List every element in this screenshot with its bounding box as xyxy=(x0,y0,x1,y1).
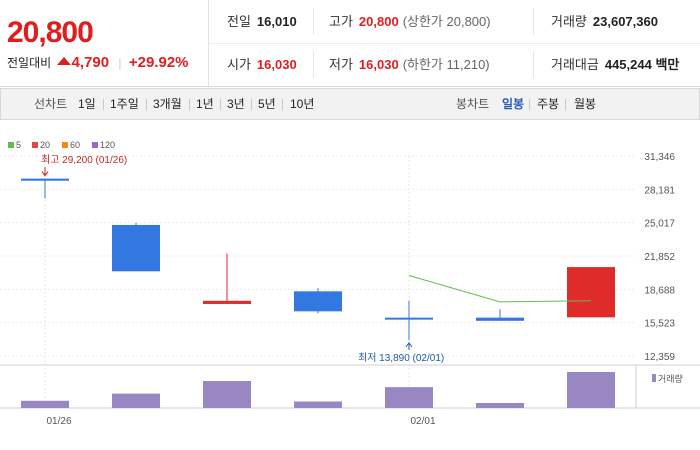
prev-value: 16,010 xyxy=(256,14,297,29)
candle-body xyxy=(21,178,69,181)
period-1d[interactable]: 1일 xyxy=(78,97,96,111)
legend-label: 20 xyxy=(40,140,50,150)
candle-body xyxy=(385,317,433,320)
stats-panel: 전일 16,010 고가 20,800 (상한가 20,800) 거래량 23,607,… xyxy=(209,0,700,86)
change-label: 전일대비 xyxy=(7,56,52,70)
low-price: 저가 16,030 (하한가 11,210) xyxy=(329,43,490,86)
x-tick-label: 01/26 xyxy=(46,416,71,427)
amount-value: 445,244 백만 xyxy=(604,57,680,72)
candle-body xyxy=(567,267,615,318)
open-value: 16,030 xyxy=(256,57,297,72)
legend-label: 5 xyxy=(16,140,21,150)
amount-label: 거래대금 xyxy=(551,57,599,72)
stats-row: 전일 16,010 고가 20,800 (상한가 20,800) 거래량 23,607,… xyxy=(209,0,700,44)
volume-bar xyxy=(476,402,524,408)
y-tick-label: 25,017 xyxy=(644,219,675,230)
volume-bar xyxy=(21,400,69,408)
max-arrow-head xyxy=(41,171,49,177)
low-value: 16,030 xyxy=(358,57,399,72)
volume-bar xyxy=(112,393,160,408)
lower-limit: (하한가 11,210) xyxy=(402,57,490,72)
divider xyxy=(533,51,534,78)
prev-close: 전일 16,010 xyxy=(227,0,297,43)
legend-swatch xyxy=(32,142,38,148)
candle-body xyxy=(203,300,251,304)
legend-label: 120 xyxy=(100,140,115,150)
ma5-line xyxy=(408,275,592,303)
y-tick-label: 28,181 xyxy=(644,185,675,196)
divider xyxy=(189,99,190,110)
y-tick-label: 12,359 xyxy=(644,352,675,363)
candle-daily[interactable]: 일봉 xyxy=(502,97,525,111)
period-5y[interactable]: 5년 xyxy=(258,97,276,111)
divider xyxy=(251,99,252,110)
period-3y[interactable]: 3년 xyxy=(227,97,245,111)
high-label: 고가 xyxy=(329,14,353,29)
divider xyxy=(533,8,534,35)
max-annotation: 최고 29,200 (01/26) xyxy=(41,154,127,166)
divider xyxy=(313,8,314,35)
period-10y[interactable]: 10년 xyxy=(290,97,315,111)
volume-legend-swatch xyxy=(652,374,656,382)
change-percent: +29.92% xyxy=(128,54,189,71)
y-tick-label: 15,523 xyxy=(644,319,675,330)
stats-row: 시가 16,030 저가 16,030 (하한가 11,210) 거래대금 445,24… xyxy=(209,43,700,86)
divider xyxy=(146,99,147,110)
volume-label: 거래량 xyxy=(551,14,587,29)
period-3m[interactable]: 3개월 xyxy=(153,97,182,111)
candle-chart-label: 봉차트 xyxy=(456,97,490,111)
volume-legend-label: 거래량 xyxy=(658,373,683,384)
legend-swatch xyxy=(8,142,14,148)
quote-header: 20,800 전일대비 4,790 | +29.92% 전일 16,010 고가 2… xyxy=(0,0,700,87)
legend-swatch xyxy=(62,142,68,148)
period-1y[interactable]: 1년 xyxy=(196,97,214,111)
legend-swatch xyxy=(92,142,98,148)
y-tick-label: 31,346 xyxy=(644,152,675,163)
candle-weekly[interactable]: 주봉 xyxy=(537,97,560,111)
divider: | xyxy=(118,56,122,70)
low-label: 저가 xyxy=(329,57,353,72)
change-amount: 4,790 xyxy=(71,54,110,71)
divider xyxy=(103,99,104,110)
price-change: 전일대비 4,790 | +29.92% xyxy=(7,54,189,71)
high-value: 20,800 xyxy=(358,14,399,29)
volume-bar xyxy=(567,372,615,408)
candle-monthly[interactable]: 월봉 xyxy=(574,97,597,111)
volume-bar xyxy=(203,381,251,408)
volume-bar xyxy=(385,387,433,408)
candle-body xyxy=(112,224,160,272)
y-tick-label: 21,852 xyxy=(644,252,675,263)
high-price: 고가 20,800 (상한가 20,800) xyxy=(329,0,491,43)
legend-label: 60 xyxy=(70,140,80,150)
divider xyxy=(282,99,283,110)
min-arrow-head xyxy=(405,342,413,348)
candle-body xyxy=(476,317,524,321)
min-annotation: 최저 13,890 (02/01) xyxy=(358,352,444,364)
divider xyxy=(313,51,314,78)
trade-amount: 거래대금 445,244 백만 xyxy=(551,43,679,86)
open-price: 시가 16,030 xyxy=(227,43,297,86)
x-tick-label: 02/01 xyxy=(410,416,435,427)
volume: 거래량 23,607,360 xyxy=(551,0,658,43)
volume-bar xyxy=(294,401,342,408)
open-label: 시가 xyxy=(227,57,251,72)
y-tick-label: 18,688 xyxy=(644,285,675,296)
period-1w[interactable]: 1주일 xyxy=(110,97,139,111)
divider xyxy=(565,99,566,110)
divider xyxy=(529,99,530,110)
prev-label: 전일 xyxy=(227,14,251,29)
up-triangle-icon xyxy=(56,57,71,65)
price-box: 20,800 전일대비 4,790 | +29.92% xyxy=(0,0,209,86)
candle-body xyxy=(294,291,342,312)
line-chart-label: 선차트 xyxy=(34,97,68,111)
current-price: 20,800 xyxy=(7,16,94,49)
divider xyxy=(220,99,221,110)
upper-limit: (상한가 20,800) xyxy=(402,14,491,29)
volume-value: 23,607,360 xyxy=(592,14,658,29)
